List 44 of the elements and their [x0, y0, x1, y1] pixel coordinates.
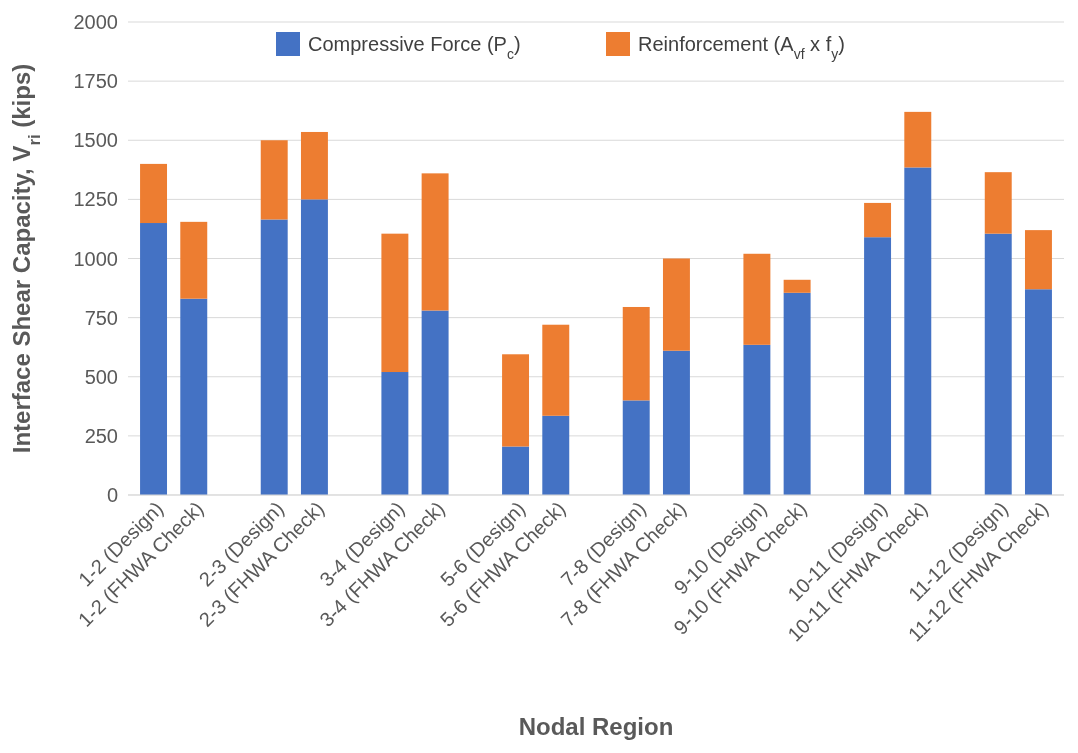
y-tick-label: 1750 [73, 70, 118, 93]
bar [1024, 289, 1052, 495]
bar [904, 111, 932, 168]
bar [140, 223, 168, 495]
y-tick-label: 750 [84, 306, 118, 329]
bar [502, 354, 530, 447]
bar [783, 279, 811, 293]
bar [381, 372, 409, 495]
bar [904, 167, 932, 495]
legend-label: Reinforcement (A$_{vf}$ x f$_{y}$) [638, 33, 845, 62]
y-tick-label: 2000 [73, 11, 118, 33]
bar [662, 350, 690, 495]
y-tick-label: 1000 [73, 247, 118, 270]
bar [381, 233, 409, 373]
bar [180, 298, 208, 495]
y-tick-label: 250 [84, 424, 118, 447]
bar [140, 163, 168, 224]
bar [984, 172, 1012, 234]
bar [864, 237, 892, 495]
bar [260, 140, 288, 220]
bar [260, 219, 288, 495]
y-tick-label: 1250 [73, 188, 118, 211]
bar [662, 258, 690, 351]
bar [421, 310, 449, 495]
bar [984, 233, 1012, 495]
bar [622, 306, 650, 401]
bar [300, 131, 328, 200]
bar [864, 202, 892, 238]
x-axis-title: Nodal Region [518, 713, 674, 740]
bar [542, 415, 570, 495]
bar [180, 221, 208, 299]
legend-label: Compressive Force (P$_{c}$) [308, 33, 521, 62]
y-tick-label: 500 [84, 365, 118, 388]
bar [622, 400, 650, 495]
bar [783, 292, 811, 495]
bar [300, 199, 328, 495]
bar [421, 173, 449, 311]
bar [743, 253, 771, 345]
bar [502, 446, 530, 495]
bar [743, 344, 771, 495]
bar [1024, 230, 1052, 290]
y-tick-label: 1500 [73, 129, 118, 152]
y-tick-label: 0 [106, 484, 118, 506]
bar [542, 324, 570, 416]
